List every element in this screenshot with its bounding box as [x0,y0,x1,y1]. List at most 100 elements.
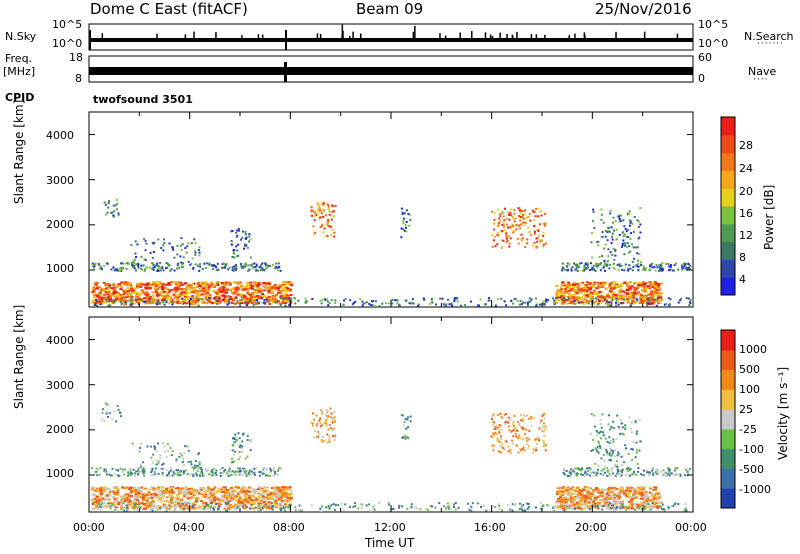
power-cell [107,206,110,209]
power-cell [632,286,636,289]
power-cell [320,212,323,215]
power-cell [361,300,364,303]
velocity-cell [198,474,200,477]
velocity-cell [659,501,663,504]
power-cell [166,284,170,286]
power-cell [577,284,580,287]
velocity-cell [631,488,635,491]
velocity-cell [580,490,584,492]
power-cell [178,302,182,305]
power-cell [626,301,630,304]
velocity-cell [113,493,116,495]
velocity-cell [594,497,598,500]
velocity-cell [621,503,624,506]
power-cell [654,285,657,288]
power-cell [133,288,136,291]
velocity-cell [115,490,118,493]
power-cell [316,212,319,215]
power-cell [125,296,129,299]
velocity-cell [596,470,599,473]
velocity-cell [557,491,561,494]
velocity-cell [149,508,152,511]
power-cell [153,283,157,285]
power-cell [153,266,156,269]
power-cell [261,267,264,270]
velocity-cell [278,490,282,493]
power-cell [365,301,368,304]
velocity-cell [563,507,567,510]
power-cell [257,281,261,284]
power-cell [522,301,525,304]
power-cell [91,264,94,266]
power-cell [600,213,603,216]
velocity-cell [268,496,272,499]
velocity-cell [331,435,334,437]
velocity-cell [92,501,96,504]
velocity-cell [273,501,276,504]
power-cell [618,215,621,218]
power-cell [592,289,596,292]
velocity-cell [239,444,242,447]
power-cell [629,220,632,223]
power-cell [685,297,688,300]
power-cell [162,244,165,247]
velocity-cell [492,432,495,435]
power-cell [570,287,574,290]
velocity-cell [231,461,234,463]
power-cell [614,248,617,251]
power-cell [533,241,536,244]
velocity-cell [231,499,235,502]
velocity-cell [367,503,370,506]
velocity-cell [123,500,127,503]
power-cell [572,295,575,298]
velocity-cell [318,433,321,436]
power-cell [608,290,612,293]
velocity-cell [585,486,589,489]
velocity-cell [514,432,517,435]
velocity-cell [569,492,572,495]
velocity-cell [276,490,279,493]
power-cell [324,234,327,237]
velocity-cell [643,500,646,503]
power-cell [565,299,569,302]
velocity-cell [196,470,199,473]
power-cell [142,264,145,267]
velocity-cell [245,472,248,475]
velocity-cell [505,420,508,422]
velocity-cell [274,494,277,497]
velocity-cell [616,468,619,471]
velocity-cell [562,505,566,508]
power-cell [223,262,226,265]
power-cell [193,302,197,305]
velocity-cell [496,438,499,441]
power-cell [162,249,165,252]
power-cell [575,300,579,303]
power-cell [563,268,566,271]
power-cell [525,216,528,219]
power-cell [625,282,629,285]
velocity-cell [243,507,246,510]
power-cell [140,283,143,286]
power-cell [530,298,533,301]
power-cell [266,286,270,289]
velocity-cell [561,499,565,502]
power-cell [636,285,640,288]
power-cell [251,284,255,287]
velocity-cell [621,489,625,492]
velocity-cell [504,423,507,425]
velocity-cell [206,489,210,491]
power-cell [491,234,494,237]
power-cell [605,230,607,232]
velocity-cell [565,508,568,511]
power-cell [505,223,508,226]
power-cell [513,212,516,215]
velocity-cell [607,504,610,507]
power-cell [234,267,236,270]
power-cell [214,265,217,268]
power-cell [212,297,216,300]
power-cell [219,291,223,293]
velocity-cell [333,416,336,418]
power-cell [294,297,297,300]
velocity-cell [632,496,635,499]
power-cell [595,297,598,300]
